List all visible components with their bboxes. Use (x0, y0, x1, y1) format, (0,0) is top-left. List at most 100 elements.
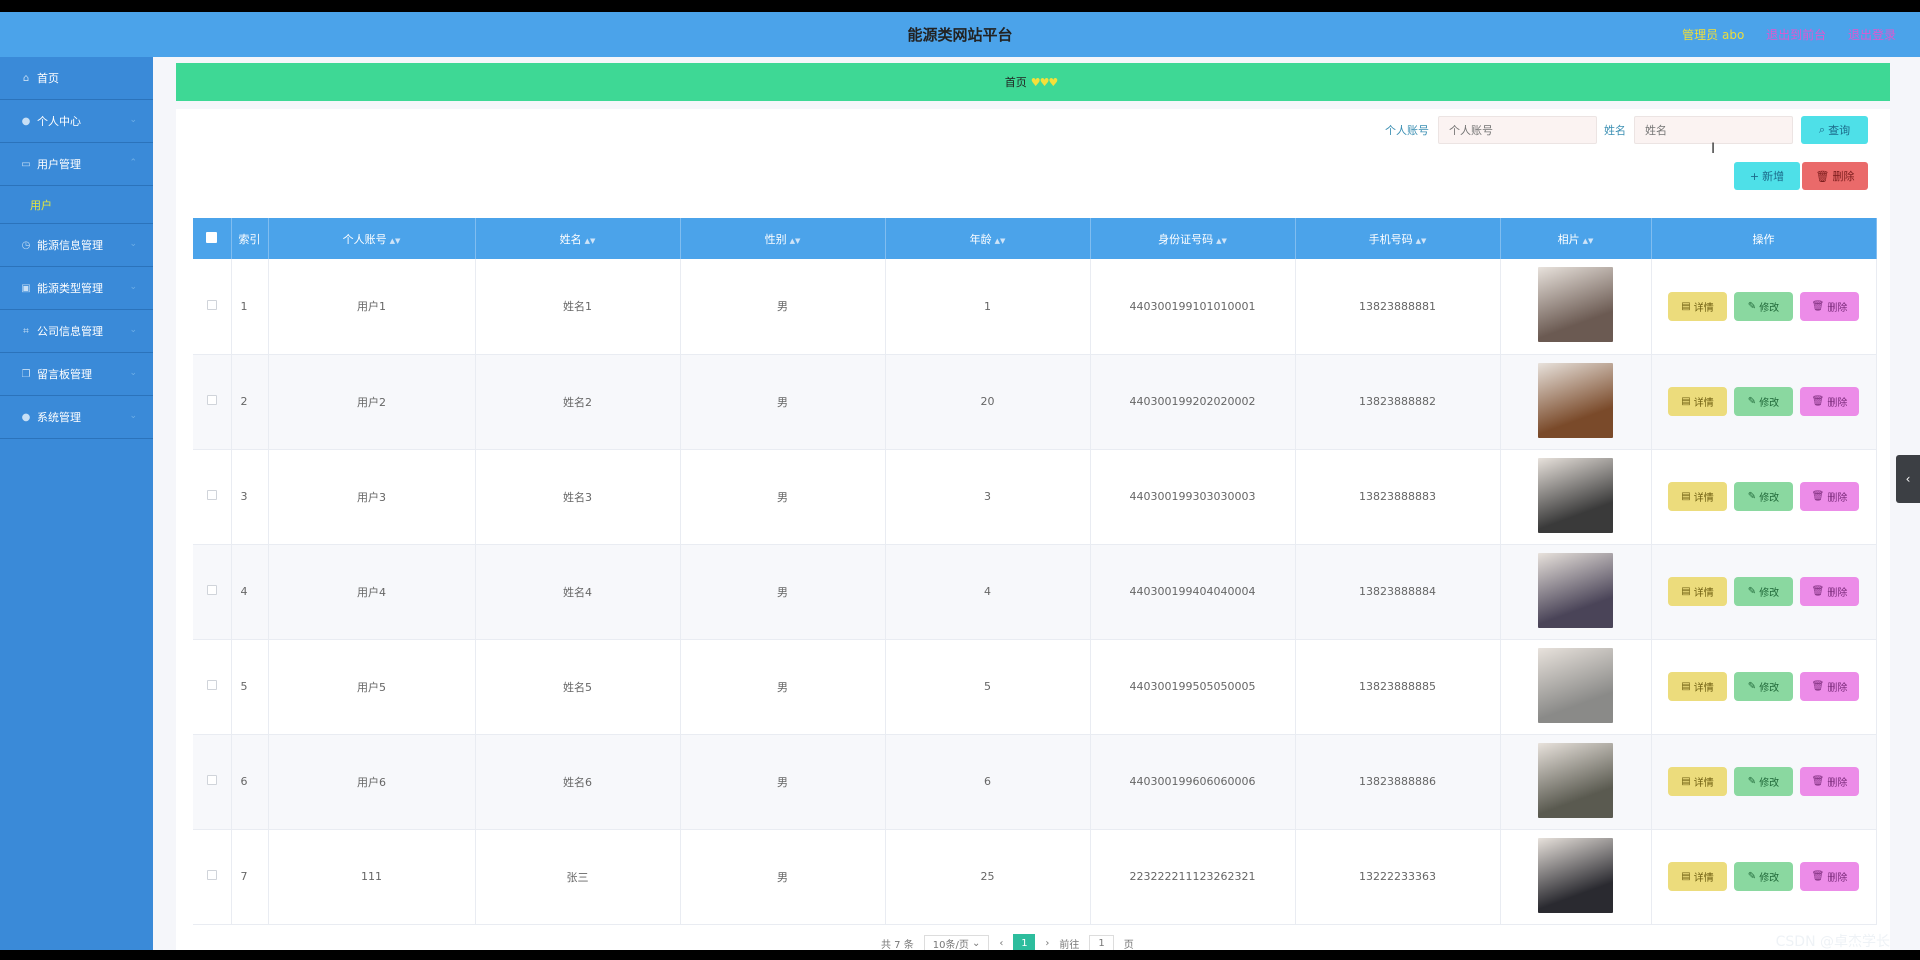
cell-photo (1500, 829, 1652, 925)
column-header[interactable]: 性别 ▲▼ (680, 218, 886, 259)
detail-button[interactable]: ▤ 详情 (1668, 482, 1727, 511)
delete-button[interactable]: 🗑 删除 (1800, 577, 1859, 606)
column-header[interactable]: 姓名 ▲▼ (475, 218, 681, 259)
current-page[interactable]: 1 (1013, 934, 1036, 950)
heart-icon: ♥♥♥ (1030, 75, 1059, 89)
detail-button[interactable]: ▤ 详情 (1668, 672, 1727, 701)
edit-button[interactable]: ✎ 修改 (1734, 291, 1793, 321)
edit-button[interactable]: ✎ 修改 (1734, 577, 1793, 606)
search-button[interactable]: ⌕ 查询 (1801, 116, 1868, 144)
edit-button[interactable]: ✎ 修改 (1734, 767, 1793, 796)
row-checkbox[interactable] (206, 585, 217, 595)
select-all-cell[interactable] (193, 218, 232, 259)
row-checkbox[interactable] (206, 299, 217, 310)
user-photo[interactable] (1538, 267, 1613, 343)
delete-button[interactable]: 🗑 删除 (1800, 482, 1859, 511)
user-photo[interactable] (1538, 837, 1613, 913)
delete-button[interactable]: 🗑 删除 (1800, 862, 1859, 891)
row-checkbox[interactable] (206, 775, 217, 785)
edit-button[interactable]: ✎ 修改 (1734, 387, 1793, 416)
account-search-input[interactable] (1438, 116, 1597, 144)
user-photo[interactable] (1538, 362, 1613, 438)
detail-button[interactable]: ▤ 详情 (1668, 291, 1727, 321)
goto-page-input[interactable]: 1 (1089, 935, 1114, 950)
name-search-input[interactable] (1634, 116, 1793, 144)
select-all-checkbox[interactable] (206, 231, 218, 243)
detail-button[interactable]: ▤ 详情 (1668, 862, 1727, 891)
edit-button[interactable]: ✎ 修改 (1734, 862, 1793, 891)
row-select-cell[interactable] (193, 259, 232, 355)
user-photo[interactable] (1538, 647, 1613, 723)
cell-gender: 男 (680, 354, 886, 450)
edit-button[interactable]: ✎ 修改 (1734, 482, 1793, 511)
sort-icon[interactable]: ▲▼ (994, 236, 1006, 245)
user-photo[interactable] (1538, 457, 1613, 533)
sidebar-item-user-management[interactable]: ▭ 用户管理 ⌃ (0, 143, 153, 186)
row-select-cell[interactable] (193, 544, 232, 640)
detail-button[interactable]: ▤ 详情 (1668, 767, 1727, 796)
sidebar-item-message-board[interactable]: ❐ 留言板管理 ⌄ (0, 353, 153, 396)
sort-icon[interactable]: ▲▼ (1415, 236, 1427, 245)
row-checkbox[interactable] (206, 490, 217, 500)
detail-button[interactable]: ▤ 详情 (1668, 387, 1727, 416)
add-button[interactable]: + 新增 (1734, 162, 1800, 190)
document-icon: ▤ (1681, 681, 1691, 692)
row-select-cell[interactable] (193, 734, 232, 830)
edit-button-label: 修改 (1759, 778, 1780, 789)
row-select-cell[interactable] (193, 354, 232, 450)
row-select-cell[interactable] (193, 639, 232, 735)
delete-button[interactable]: 🗑 删除 (1800, 387, 1859, 416)
sidebar-item-system[interactable]: ● 系统管理 ⌄ (0, 396, 153, 439)
sort-icon[interactable]: ▲▼ (1216, 236, 1227, 245)
column-header[interactable]: 身份证号码 ▲▼ (1090, 218, 1296, 259)
sort-icon[interactable]: ▲▼ (584, 236, 596, 245)
sidebar-item-home[interactable]: ⌂ 首页 (0, 57, 153, 100)
row-checkbox[interactable] (206, 680, 217, 690)
logout-link[interactable]: 退出登录 (1847, 28, 1896, 42)
user-photo[interactable] (1538, 552, 1613, 628)
detail-button-label: 详情 (1693, 873, 1714, 884)
cell-gender: 男 (680, 259, 886, 355)
column-header[interactable]: 手机号码 ▲▼ (1295, 218, 1501, 259)
detail-button-label: 详情 (1693, 588, 1714, 599)
row-checkbox[interactable] (206, 870, 217, 880)
cell-ops: ▤ 详情 ✎ 修改 🗑 删除 (1651, 544, 1877, 640)
delete-button[interactable]: 🗑 删除 (1800, 291, 1859, 321)
column-header[interactable]: 个人账号 ▲▼ (268, 218, 476, 259)
edit-button-label: 修改 (1759, 873, 1780, 884)
column-header[interactable]: 相片 ▲▼ (1500, 218, 1652, 259)
sort-icon[interactable]: ▲▼ (789, 236, 801, 245)
batch-delete-button[interactable]: 🗑 删除 (1802, 162, 1868, 190)
column-header-label: 性别 (764, 232, 787, 246)
cell-photo (1500, 354, 1652, 450)
row-select-cell[interactable] (193, 449, 232, 545)
detail-button[interactable]: ▤ 详情 (1668, 577, 1727, 606)
cell-ops: ▤ 详情 ✎ 修改 🗑 删除 (1651, 449, 1877, 545)
delete-button[interactable]: 🗑 删除 (1800, 672, 1859, 701)
sidebar-item-profile[interactable]: ● 个人中心 ⌄ (0, 100, 153, 143)
sidebar-item-energy-info[interactable]: ◷ 能源信息管理 ⌄ (0, 224, 153, 267)
sort-icon[interactable]: ▲▼ (1582, 236, 1594, 245)
column-header[interactable]: 年龄 ▲▼ (885, 218, 1091, 259)
row-select-cell[interactable] (193, 829, 232, 925)
user-photo[interactable] (1538, 742, 1613, 818)
prev-page-button[interactable]: ‹ (999, 937, 1004, 949)
trash-icon: 🗑 (1815, 169, 1830, 183)
page-size-select[interactable]: 10条/页 ⌄ (923, 935, 990, 950)
sort-icon[interactable]: ▲▼ (389, 236, 401, 245)
delete-button[interactable]: 🗑 删除 (1800, 767, 1859, 796)
column-header-label: 年龄 (969, 232, 992, 246)
sidebar-subitem-user[interactable]: 用户 (0, 186, 153, 224)
goto-front-link[interactable]: 退出到前台 (1766, 28, 1827, 42)
edit-button-label: 修改 (1759, 398, 1780, 409)
edit-button[interactable]: ✎ 修改 (1734, 672, 1793, 701)
next-page-button[interactable]: › (1045, 937, 1050, 949)
collapse-panel-button[interactable]: ‹ (1896, 455, 1920, 503)
sidebar-item-company-info[interactable]: ⌗ 公司信息管理 ⌄ (0, 310, 153, 353)
delete-button-label: 删除 (1827, 588, 1848, 599)
edit-button-label: 修改 (1759, 588, 1780, 599)
row-checkbox[interactable] (206, 395, 217, 405)
cell-phone: 13823888883 (1295, 449, 1501, 545)
sidebar-item-energy-type[interactable]: ▣ 能源类型管理 ⌄ (0, 267, 153, 310)
breadcrumb-home[interactable]: 首页 (1004, 76, 1027, 89)
